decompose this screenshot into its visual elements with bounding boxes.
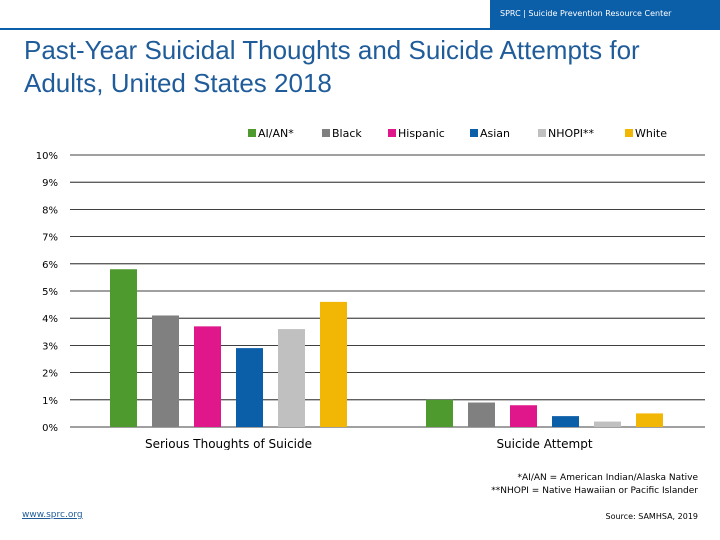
y-tick-label: 10% bbox=[36, 151, 58, 162]
legend-label: Asian bbox=[480, 127, 510, 140]
legend-label: White bbox=[635, 127, 667, 140]
y-tick-label: 3% bbox=[42, 341, 58, 352]
footnote-aian: *AI/AN = American Indian/Alaska Native bbox=[517, 473, 698, 483]
legend-label: NHOPI** bbox=[548, 127, 595, 140]
legend-swatch bbox=[470, 129, 478, 137]
legend-swatch bbox=[248, 129, 256, 137]
x-category-label: Serious Thoughts of Suicide bbox=[145, 437, 312, 450]
source-note: Source: SAMHSA, 2019 bbox=[605, 512, 698, 521]
bar bbox=[426, 399, 453, 427]
y-tick-label: 7% bbox=[42, 233, 58, 244]
bar bbox=[110, 269, 137, 427]
bar bbox=[278, 329, 305, 427]
website-link[interactable]: www.sprc.org bbox=[22, 510, 83, 520]
x-category-label: Suicide Attempt bbox=[496, 437, 592, 450]
y-tick-label: 8% bbox=[42, 205, 58, 216]
page-title: Past-Year Suicidal Thoughts and Suicide … bbox=[24, 35, 640, 98]
y-tick-label: 2% bbox=[42, 369, 58, 380]
footnote-nhopi: **NHOPI = Native Hawaiian or Pacific Isl… bbox=[491, 486, 698, 496]
header-brand-block bbox=[490, 0, 720, 30]
header-bar: SPRC | Suicide Prevention Resource Cente… bbox=[0, 0, 720, 30]
bar bbox=[510, 405, 537, 427]
bar-chart: 0% 1% 2% 3% 4% 5% 6% 7% 8% 9% 10% AI/AN* Black Hispan… bbox=[36, 127, 705, 450]
y-tick-label: 1% bbox=[42, 396, 58, 407]
bar bbox=[552, 416, 579, 427]
legend-swatch bbox=[388, 129, 396, 137]
legend-label: AI/AN* bbox=[258, 127, 294, 140]
bar bbox=[594, 421, 621, 427]
legend-swatch bbox=[625, 129, 633, 137]
bar bbox=[194, 326, 221, 427]
bar bbox=[236, 348, 263, 427]
y-tick-label: 4% bbox=[42, 314, 58, 325]
y-tick-label: 5% bbox=[42, 287, 58, 298]
legend-swatch bbox=[538, 129, 546, 137]
legend-label: Black bbox=[332, 127, 362, 140]
y-tick-label: 0% bbox=[42, 423, 58, 434]
bar bbox=[320, 301, 347, 427]
bar bbox=[468, 402, 495, 427]
header-org-text: SPRC | Suicide Prevention Resource Cente… bbox=[500, 9, 672, 18]
legend-label: Hispanic bbox=[398, 127, 445, 140]
bar bbox=[152, 315, 179, 427]
header-rule bbox=[0, 28, 490, 30]
y-tick-label: 6% bbox=[42, 260, 58, 271]
legend-swatch bbox=[322, 129, 330, 137]
y-tick-label: 9% bbox=[42, 178, 58, 189]
bar bbox=[636, 413, 663, 427]
